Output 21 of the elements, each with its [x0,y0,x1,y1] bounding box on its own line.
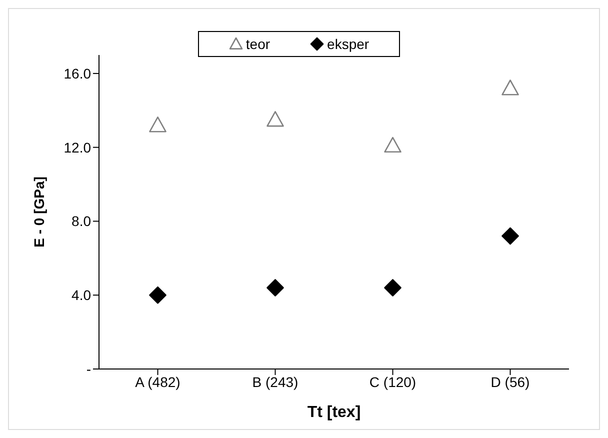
x-axis-title: Tt [tex] [307,404,361,421]
point [384,136,402,153]
point [502,227,519,245]
y-tick-label: 16.0 [64,65,92,82]
x-tick-label: B (243) [252,374,298,390]
point [149,116,166,132]
point [502,80,519,96]
legend-label: teor [244,36,270,52]
y-tick-label: 8.0 [72,213,92,230]
y-tick-label: - [86,360,92,377]
y-tick-label: 4.0 [72,287,92,304]
y-axis-title: E - 0 [GPa] [30,176,47,248]
x-tick-label: C (120) [369,374,416,390]
legend-label: eksper [326,36,370,52]
point [149,286,166,304]
point [384,279,402,296]
y-tick-label: 12.0 [64,139,92,156]
point [266,279,284,296]
point [266,110,284,127]
x-tick-label: D (56) [490,374,530,390]
x-tick-label: A (482) [135,374,180,390]
